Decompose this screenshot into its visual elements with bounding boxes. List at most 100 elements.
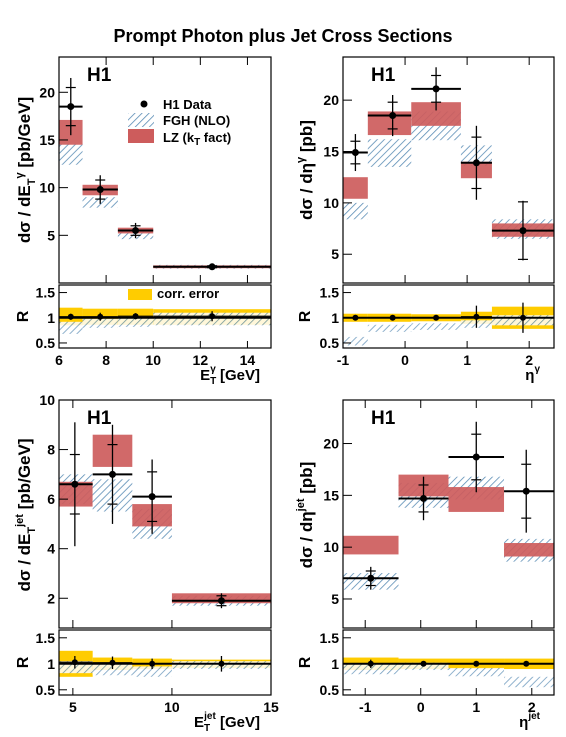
ratio-point [97, 313, 104, 320]
x-tick-label: 6 [55, 352, 63, 368]
data-point [367, 574, 375, 582]
ratio-point [149, 660, 156, 667]
ratio-y-tick-label: 0.5 [320, 335, 340, 351]
x-axis-label-main: η [525, 367, 534, 384]
x-tick-label: 1 [463, 352, 471, 368]
legend-corr-swatch [128, 289, 152, 300]
y-axis-label: dσ / dηγ [pb] [295, 120, 316, 220]
data-point [472, 159, 480, 167]
legend-lz-sub: T [194, 137, 200, 148]
ratio-point [109, 659, 116, 666]
x-tick-label: 2 [525, 352, 533, 368]
data-point [132, 227, 140, 235]
ratio-fgh-band [132, 666, 172, 677]
y-axis-label-sup: jet [295, 498, 307, 512]
main-plot-area [343, 67, 554, 261]
y-tick-label: 15 [39, 132, 55, 148]
ratio-y-tick-label: 1.5 [36, 285, 56, 301]
x-tick-label: 0 [401, 352, 409, 368]
legend-data-label: H1 Data [163, 97, 212, 112]
x-axis-label: ηγ [525, 364, 540, 384]
data-point [519, 227, 527, 235]
y-axis-label-sub: T [26, 527, 38, 534]
y-tick-label: 4 [47, 541, 55, 557]
x-tick-label: 5 [69, 699, 77, 715]
ratio-y-tick-label: 1 [47, 310, 55, 326]
x-axis-label-main: E [200, 367, 210, 384]
fgh-band [367, 139, 412, 167]
y-tick-label: 20 [323, 92, 339, 108]
y-axis-label: dσ / dETγ [pb/GeV] [14, 97, 38, 243]
ratio-fgh-band [82, 318, 118, 328]
ratio-fgh-band [411, 323, 461, 330]
ratio-plot-area [343, 657, 554, 688]
main-frame [342, 399, 555, 629]
y-tick-label: 15 [323, 487, 339, 503]
y-tick-label: 10 [323, 539, 339, 555]
x-axis-label: ETγ [GeV] [200, 364, 260, 387]
main-plot-area [59, 77, 271, 271]
main-plot-area [343, 421, 554, 590]
x-axis-label-sup: γ [534, 364, 540, 375]
main-plot-area [59, 422, 271, 609]
y-axis-label-sup: γ [14, 172, 26, 179]
panel-h1-label: H1 [371, 408, 396, 429]
y-tick-label: 8 [47, 442, 55, 458]
data-point [420, 494, 428, 502]
y-tick-label: 20 [323, 436, 339, 452]
legend-lz-label: LZ (kT fact) [163, 130, 231, 148]
x-axis-label-main: η [519, 714, 528, 731]
ratio-point [519, 314, 526, 321]
ratio-axis-label: R [15, 310, 32, 322]
ratio-y-tick-label: 1.5 [320, 630, 340, 646]
data-point [432, 85, 440, 93]
y-axis-label: dσ / dηjet [pb] [295, 462, 316, 569]
ratio-fgh-band [343, 663, 399, 675]
lz-band [411, 102, 461, 126]
ratio-point [420, 660, 427, 667]
x-axis-label-sub: T [204, 723, 210, 734]
y-axis-label-main: dσ / dη [297, 511, 316, 568]
x-tick-label: 12 [193, 352, 209, 368]
ratio-point [71, 659, 78, 666]
ratio-axis-label: R [15, 656, 32, 668]
ratio-y-tick-label: 0.5 [36, 335, 56, 351]
ratio-fgh-band [448, 667, 505, 677]
data-point [472, 453, 480, 461]
y-axis-label-unit: [pb] [297, 120, 316, 157]
x-tick-label: 2 [528, 699, 536, 715]
ratio-frame [342, 284, 555, 349]
x-axis-label-unit: [GeV] [216, 367, 260, 384]
x-tick-label: 10 [145, 352, 161, 368]
legend-lz-suffix: fact) [200, 130, 231, 145]
ratio-y-tick-label: 0.5 [320, 682, 340, 698]
lz-band [343, 535, 399, 555]
ratio-fgh-band [117, 317, 154, 327]
ratio-y-tick-label: 1 [331, 310, 339, 326]
ratio-fgh-band [343, 336, 368, 346]
panel-h1-label: H1 [87, 408, 112, 429]
legend-corr-label: corr. error [157, 286, 219, 301]
x-tick-label: 10 [164, 699, 180, 715]
x-axis-label-sup: jet [203, 711, 216, 722]
y-tick-label: 2 [47, 590, 55, 606]
y-axis-label-sup: jet [14, 514, 26, 528]
data-point [148, 493, 156, 501]
y-tick-label: 20 [39, 84, 55, 100]
x-tick-label: 1 [472, 699, 480, 715]
ratio-axis-label: R [297, 656, 314, 668]
y-tick-label: 10 [39, 392, 55, 408]
main-frame [58, 56, 272, 284]
y-tick-label: 5 [331, 591, 339, 607]
ratio-point [132, 313, 139, 320]
legend: H1 Data FGH (NLO) LZ (kT fact) corr. err… [128, 97, 231, 301]
ratio-fgh-band [367, 324, 412, 332]
ratio-point [389, 314, 396, 321]
y-axis-label-unit: [pb/GeV] [15, 438, 34, 514]
ratio-fgh-band [59, 661, 93, 674]
ratio-frame [342, 629, 555, 696]
ratio-point [523, 660, 530, 667]
